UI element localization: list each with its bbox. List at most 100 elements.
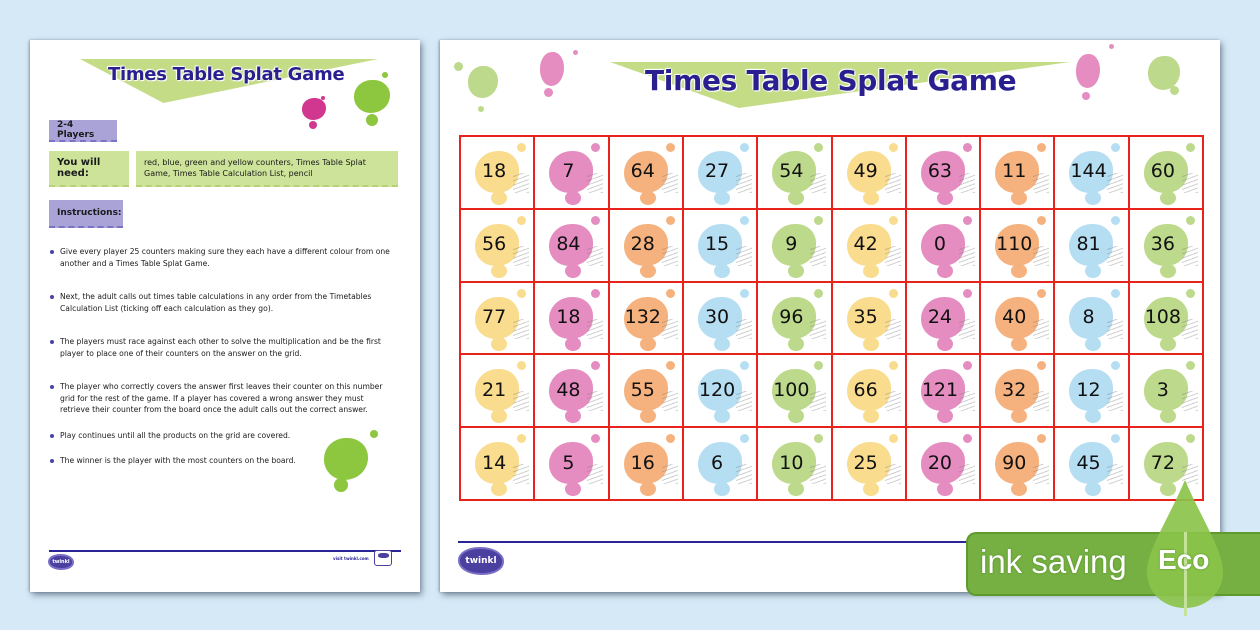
grid-cell[interactable]: 30: [683, 282, 757, 354]
grid-number: 9: [785, 233, 798, 256]
splat-dot-icon: [565, 336, 582, 351]
splat-dot-icon: [1011, 409, 1028, 424]
grid-cell[interactable]: 96: [758, 282, 831, 354]
grid-cell[interactable]: 18: [461, 137, 534, 208]
grid-number: 8: [1082, 305, 1095, 328]
grid-cell[interactable]: 3: [1129, 355, 1202, 427]
green-splat-dot-icon: [382, 72, 388, 78]
splat-dot-icon: [1159, 409, 1176, 424]
splat-dot-icon: [713, 191, 730, 205]
grid-cell[interactable]: 12: [1055, 355, 1128, 427]
grid-cell[interactable]: 64: [609, 137, 682, 208]
grid-cell[interactable]: 72: [1129, 428, 1202, 499]
grid-cell[interactable]: 48: [535, 355, 608, 427]
splat-dot-icon: [591, 288, 601, 298]
grid-cell[interactable]: 100: [758, 355, 831, 427]
splat-dot-icon: [1159, 336, 1176, 351]
orange-splat-icon: [995, 296, 1040, 339]
grid-cell[interactable]: 120: [683, 355, 757, 427]
pink-splat-icon: [549, 151, 594, 193]
grid-cell[interactable]: 108: [1129, 282, 1202, 354]
grid-cell[interactable]: 8: [1055, 282, 1128, 354]
grid-cell[interactable]: 25: [832, 428, 905, 499]
yellow-splat-icon: [846, 442, 891, 485]
grid-cell[interactable]: 36: [1129, 209, 1202, 281]
grid-cell[interactable]: 84: [535, 209, 608, 281]
grid-cell[interactable]: 27: [683, 137, 757, 208]
grid-cell[interactable]: 21: [461, 355, 534, 427]
pink-splat-icon: [540, 52, 564, 86]
splat-dot-icon: [888, 361, 898, 371]
grid-number: 35: [853, 305, 878, 328]
grid-cell[interactable]: 0: [906, 209, 980, 281]
grid-number: 66: [853, 378, 878, 401]
grid-number: 20: [927, 451, 953, 474]
grid-cell[interactable]: 9: [758, 209, 831, 281]
grid-cell[interactable]: 110: [981, 209, 1054, 281]
yellow-splat-icon: [846, 296, 891, 339]
grid-cell[interactable]: 90: [981, 428, 1054, 499]
grid-cell[interactable]: 45: [1055, 428, 1128, 499]
grid-cell[interactable]: 77: [461, 282, 534, 354]
grid-number: 45: [1076, 451, 1101, 474]
pink-splat-dot-icon: [321, 96, 325, 100]
grid-cell[interactable]: 66: [832, 355, 905, 427]
splat-dot-icon: [1037, 143, 1047, 152]
grid-cell[interactable]: 54: [758, 137, 831, 208]
grid-cell[interactable]: 28: [609, 209, 682, 281]
green-splat-dot-icon: [454, 62, 463, 71]
splat-dot-icon: [1111, 361, 1121, 371]
grid-cell[interactable]: 6: [683, 428, 757, 499]
splat-dot-icon: [517, 143, 526, 152]
splat-dot-icon: [739, 143, 749, 152]
grid-cell[interactable]: 18: [535, 282, 608, 354]
grid-cell[interactable]: 5: [535, 428, 608, 499]
splat-dot-icon: [1011, 482, 1028, 497]
splat-streaks-icon: [1033, 391, 1050, 412]
splat-dot-icon: [591, 361, 601, 371]
grid-number: 42: [853, 233, 878, 256]
grid-cell[interactable]: 132: [609, 282, 682, 354]
grid-number: 108: [1144, 305, 1181, 328]
grid-cell[interactable]: 144: [1055, 137, 1128, 208]
yellow-splat-icon: [475, 223, 519, 266]
grid-cell[interactable]: 32: [981, 355, 1054, 427]
blue-splat-icon: [697, 369, 742, 412]
grid-cell[interactable]: 81: [1055, 209, 1128, 281]
orange-splat-icon: [623, 442, 668, 485]
splat-dot-icon: [665, 434, 675, 444]
grid-cell[interactable]: 7: [535, 137, 608, 208]
green-splat-icon: [468, 66, 498, 98]
grid-cell[interactable]: 10: [758, 428, 831, 499]
grid-cell[interactable]: 63: [906, 137, 980, 208]
splat-streaks-icon: [587, 173, 604, 193]
grid-cell[interactable]: 15: [683, 209, 757, 281]
grid-cell[interactable]: 35: [832, 282, 905, 354]
splat-dot-icon: [1159, 263, 1176, 278]
grid-cell[interactable]: 11: [981, 137, 1054, 208]
splat-dot-icon: [788, 482, 805, 497]
grid-cell[interactable]: 56: [461, 209, 534, 281]
green-splat-icon: [772, 296, 817, 339]
splat-dot-icon: [962, 215, 972, 225]
grid-cell[interactable]: 20: [906, 428, 980, 499]
grid-cell[interactable]: 121: [906, 355, 980, 427]
grid-number: 72: [1150, 451, 1175, 474]
splat-streaks-icon: [1181, 245, 1198, 266]
orange-splat-icon: [623, 223, 668, 266]
grid-cell[interactable]: 16: [609, 428, 682, 499]
grid-cell[interactable]: 60: [1129, 137, 1202, 208]
grid-cell[interactable]: 42: [832, 209, 905, 281]
visit-link[interactable]: visit twinkl.com: [333, 556, 369, 561]
orange-splat-icon: [623, 296, 668, 339]
splat-dot-icon: [639, 191, 656, 205]
grid-cell[interactable]: 40: [981, 282, 1054, 354]
grid-cell[interactable]: 49: [832, 137, 905, 208]
orange-splat-icon: [995, 442, 1040, 485]
grid-number: 49: [853, 160, 878, 183]
grid-cell[interactable]: 55: [609, 355, 682, 427]
grid-cell[interactable]: 24: [906, 282, 980, 354]
grid-cell[interactable]: 14: [461, 428, 534, 499]
splat-streaks-icon: [587, 391, 604, 412]
splat-dot-icon: [639, 409, 656, 424]
